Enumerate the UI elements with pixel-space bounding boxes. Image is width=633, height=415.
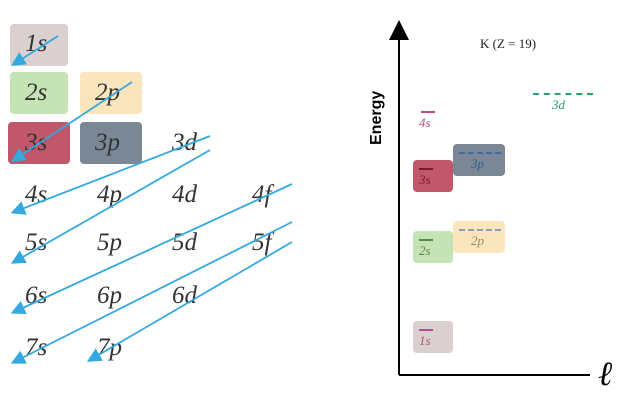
arrow-6 [10, 221, 293, 364]
aufbau-diagram: 1s 2s 2p 3s 3p 3d 4s 4p 4d 4f 5s 5p 5d 5… [8, 24, 293, 364]
level-label-3d: 3d [552, 97, 565, 112]
box-2p [80, 72, 142, 114]
orbital-5f: 5f [252, 229, 272, 256]
level-label-1s: 1s [419, 333, 431, 349]
level-line-3p [459, 152, 501, 155]
box-2s [10, 72, 68, 114]
level-line-2s [419, 239, 433, 242]
level-line-3d [533, 93, 593, 95]
orbital-5s: 5s [25, 229, 48, 256]
level-line-2p [459, 229, 501, 232]
level-box-3s [413, 159, 453, 192]
level-label-2p: 2p [471, 233, 484, 249]
level-line-1s [419, 329, 433, 332]
arrow-5 [10, 183, 293, 315]
y-axis-label: Energy [368, 90, 385, 145]
level-box-2p [453, 221, 505, 254]
orbital-2s: 2s [25, 79, 48, 106]
level-line-3s [419, 167, 433, 170]
arrow-4 [10, 149, 211, 264]
x-axis-label: ℓ [598, 356, 613, 393]
orbital-3p: 3p [95, 129, 120, 156]
level-box-3p [453, 144, 505, 177]
level-box-1s [413, 321, 453, 354]
diagram-title: K (Z = 19) [480, 36, 537, 51]
level-label-3p: 3p [471, 156, 484, 172]
orbital-6p: 6p [97, 282, 122, 309]
box-3p [80, 122, 142, 164]
arrow-1 [10, 35, 59, 66]
arrow-3 [10, 135, 211, 215]
orbital-4d: 4d [172, 181, 197, 208]
orbital-5p: 5p [97, 229, 122, 256]
orbital-6s: 6s [25, 282, 48, 309]
arrow-2 [10, 81, 133, 162]
level-label-2s: 2s [419, 243, 431, 259]
orbital-1s: 1s [25, 30, 48, 57]
level-line-4s [421, 110, 435, 113]
level-label-4s: 4s [419, 114, 431, 130]
level-box-2s [413, 231, 453, 264]
level-label-3s: 3s [419, 171, 431, 187]
arrow-7 [86, 241, 293, 362]
diagonal-arrows [10, 35, 293, 364]
